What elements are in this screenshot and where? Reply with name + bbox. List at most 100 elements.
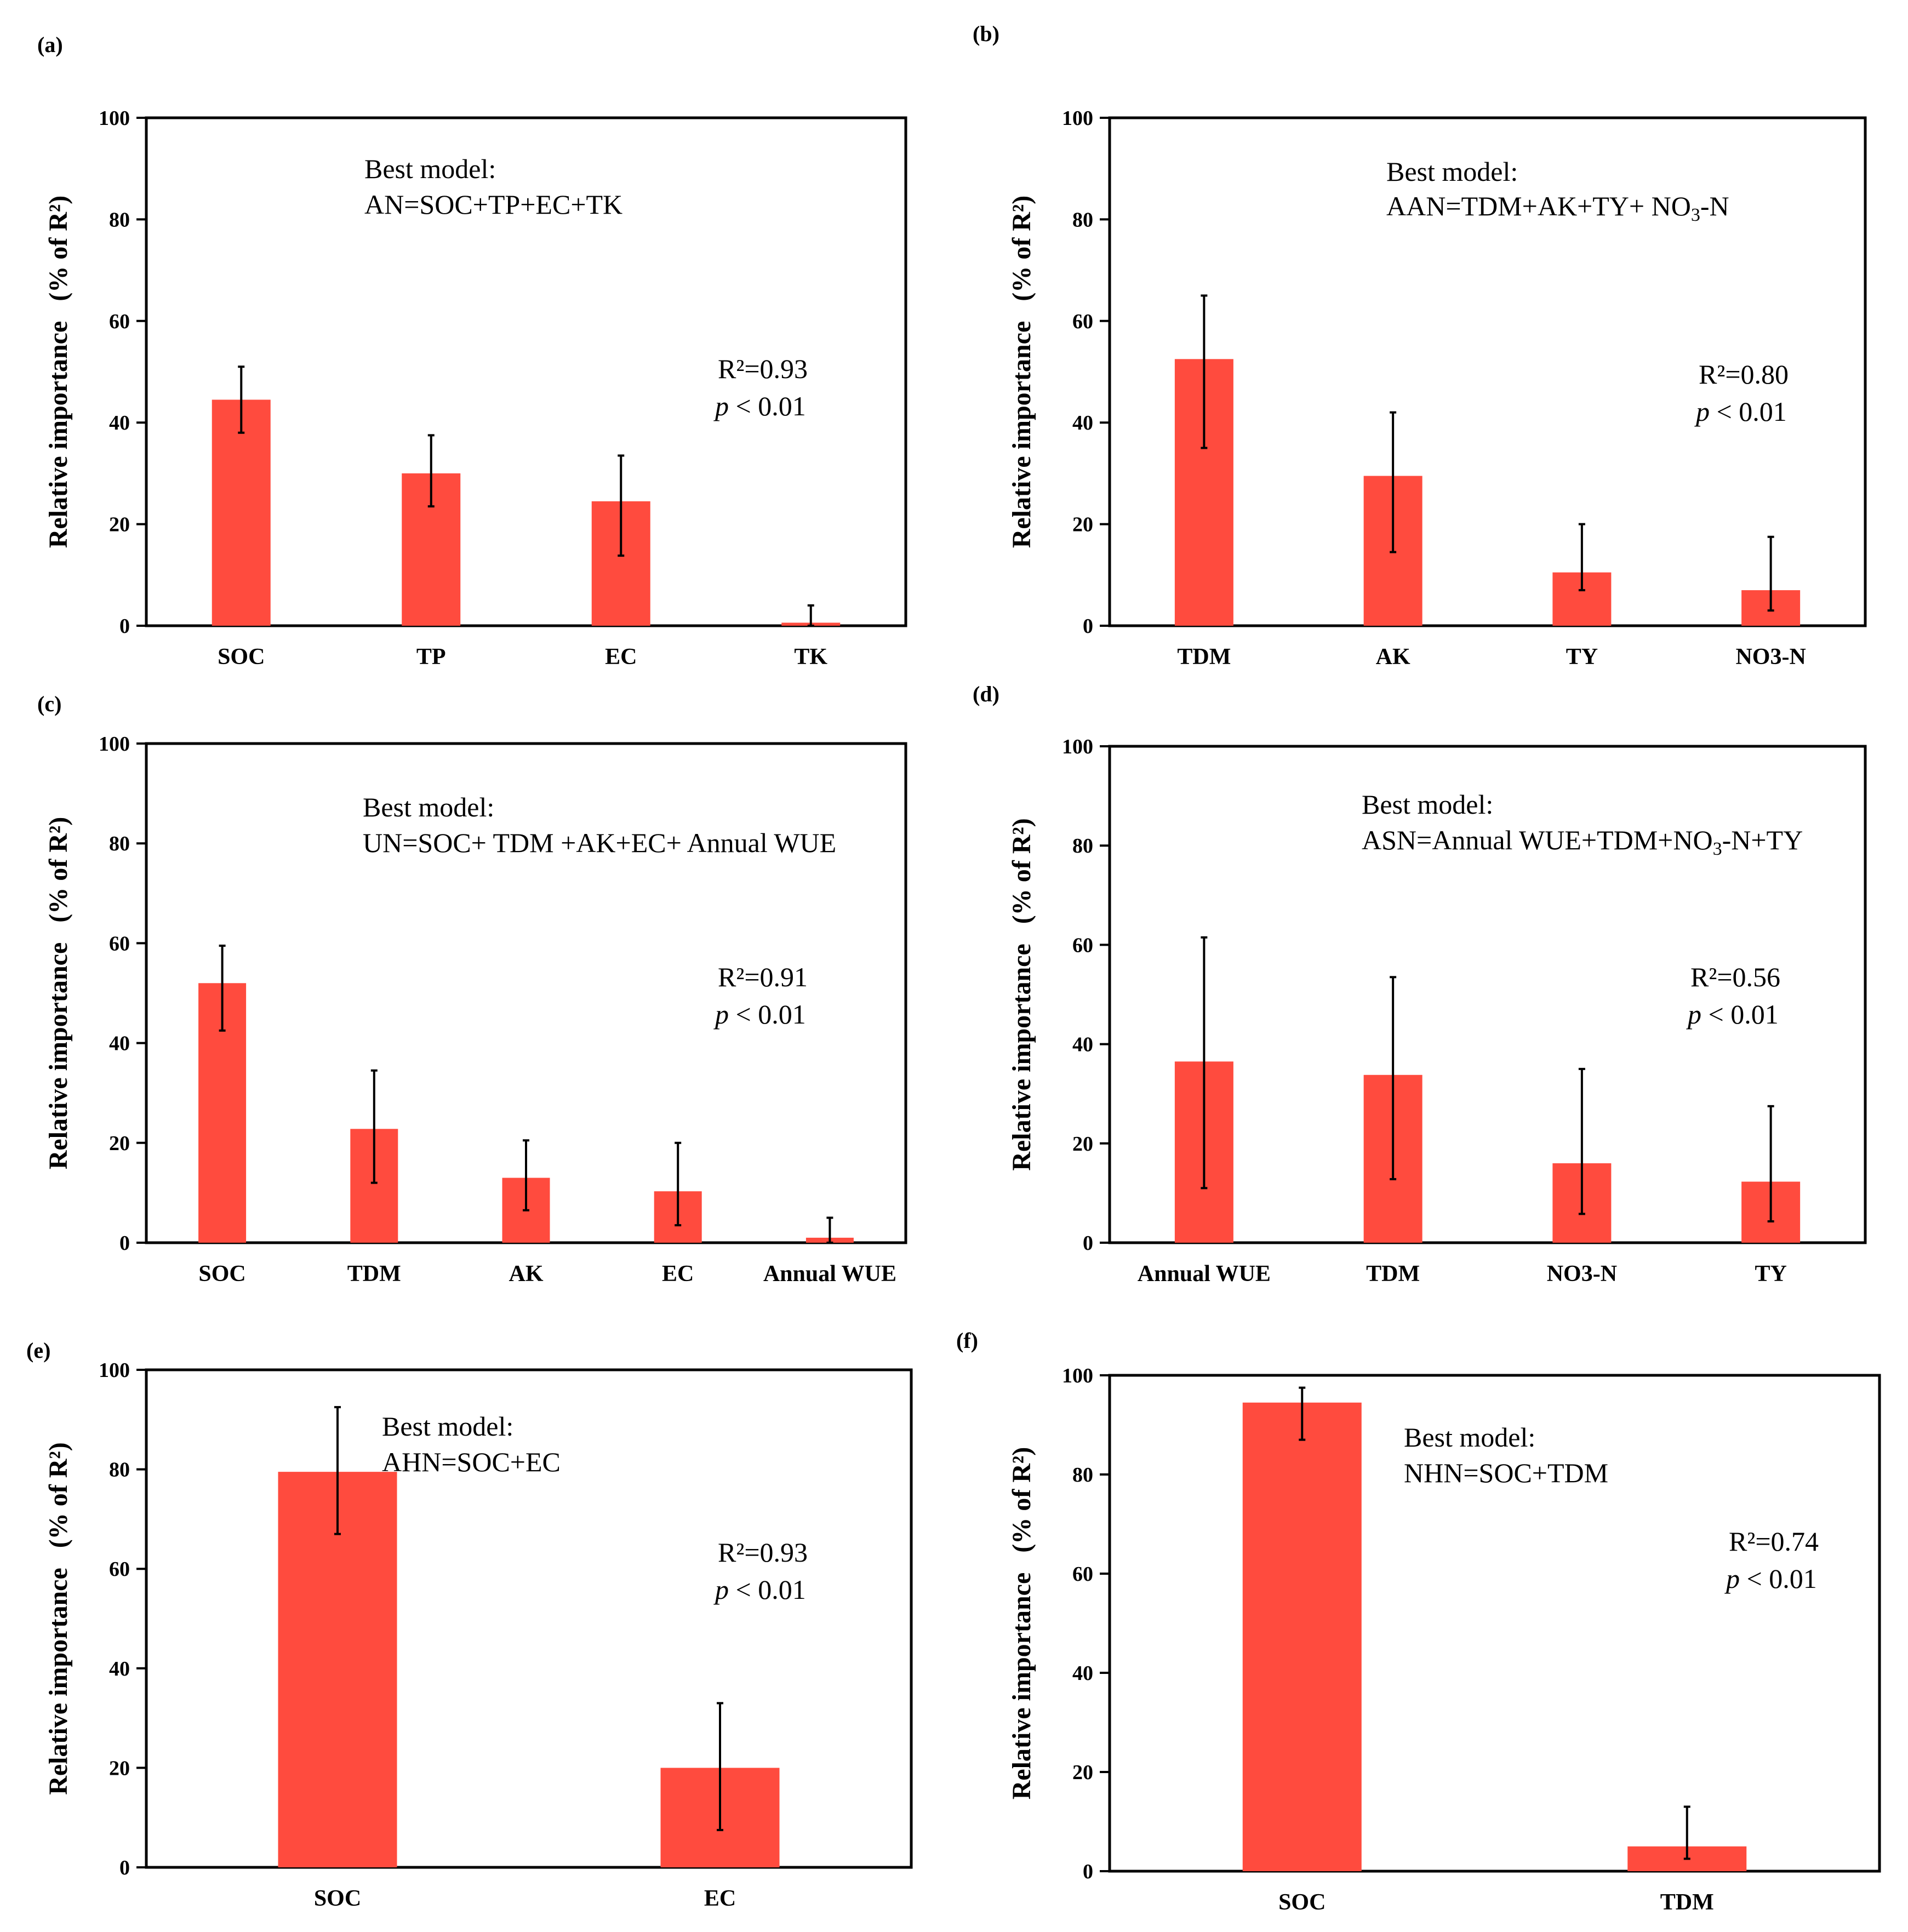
y-axis-label-main: Relative importance: [44, 1568, 73, 1795]
p-value-label: p < 0.01: [713, 391, 806, 421]
category-label: NO3-N: [1735, 644, 1806, 670]
category-label: TK: [794, 644, 827, 670]
p-symbol: p: [713, 391, 729, 421]
y-axis-label-main: Relative importance: [1007, 944, 1036, 1171]
category-label: EC: [605, 644, 637, 670]
y-tick-label: 80: [1072, 1464, 1093, 1487]
model-equation: AN=SOC+TP+EC+TK: [364, 189, 622, 220]
y-tick-label: 0: [119, 615, 130, 638]
equation-text: AHN=SOC+EC: [382, 1447, 561, 1477]
y-tick-label: 0: [119, 1856, 130, 1879]
y-tick-label: 40: [1072, 1033, 1093, 1056]
p-value-label: p < 0.01: [713, 999, 806, 1030]
p-value: < 0.01: [729, 1574, 806, 1605]
bar-soc: [1242, 1402, 1362, 1871]
p-symbol: p: [1686, 999, 1701, 1030]
category-label: SOC: [314, 1886, 361, 1911]
r-squared-label: R²=0.56: [1690, 962, 1780, 992]
p-value: < 0.01: [729, 999, 806, 1030]
equation-text: AN=SOC+TP+EC+TK: [364, 189, 622, 220]
p-symbol: p: [1724, 1563, 1740, 1594]
model-equation: AHN=SOC+EC: [382, 1447, 561, 1477]
y-axis-label-unit: (% of R²): [44, 196, 73, 301]
y-tick-label: 0: [119, 1232, 130, 1255]
category-label: NO3-N: [1547, 1261, 1617, 1287]
p-value-label: p < 0.01: [1694, 396, 1787, 427]
y-tick-label: 20: [109, 513, 130, 536]
y-axis-label-unit: (% of R²): [44, 1442, 73, 1548]
y-tick-label: 60: [109, 932, 130, 955]
y-tick-label: 0: [1083, 615, 1093, 638]
model-equation: UN=SOC+ TDM +AK+EC+ Annual WUE: [363, 827, 836, 858]
p-value-label: p < 0.01: [1724, 1563, 1817, 1594]
equation-subscript: 3: [1713, 839, 1722, 859]
model-equation: AAN=TDM+AK+TY+ NO3-N: [1386, 191, 1729, 225]
y-tick-label: 100: [1062, 107, 1093, 130]
category-label: SOC: [1278, 1890, 1326, 1915]
category-label: TY: [1755, 1261, 1786, 1287]
y-tick-label: 40: [1072, 1662, 1093, 1685]
bar-soc: [278, 1472, 397, 1867]
p-value-label: p < 0.01: [713, 1574, 806, 1605]
panel-label: (a): [37, 32, 63, 57]
y-tick-label: 20: [1072, 1761, 1093, 1784]
plot-frame: [145, 1368, 913, 1869]
y-axis-label: Relative importance (% of R²): [44, 196, 73, 548]
category-label: EC: [662, 1261, 694, 1287]
category-label: TDM: [1660, 1890, 1714, 1915]
p-value: < 0.01: [729, 391, 806, 421]
y-tick-label: 100: [99, 1359, 130, 1382]
panel-label: (c): [37, 691, 61, 716]
y-tick-label: 80: [1072, 208, 1093, 231]
model-title: Best model:: [1386, 156, 1518, 187]
model-equation: ASN=Annual WUE+TDM+NO3-N+TY: [1362, 825, 1803, 859]
panel-label: (d): [973, 682, 999, 706]
y-tick-label: 20: [109, 1757, 130, 1780]
p-symbol: p: [713, 1574, 729, 1605]
model-equation: NHN=SOC+TDM: [1404, 1457, 1608, 1488]
p-symbol: p: [713, 999, 729, 1030]
y-tick-label: 100: [99, 733, 130, 756]
chart-panel-c: (c) 0 20 40 60 80 100 Relative importance (% of …: [37, 691, 907, 1287]
y-tick-label: 100: [99, 107, 130, 130]
model-title: Best model:: [1404, 1422, 1535, 1453]
y-tick-label: 20: [109, 1132, 130, 1155]
r-squared-label: R²=0.93: [718, 353, 808, 384]
model-title: Best model:: [363, 792, 494, 822]
model-title: Best model:: [382, 1411, 513, 1442]
panel-label: (f): [956, 1328, 978, 1353]
bar-soc: [212, 399, 271, 626]
y-tick-label: 100: [1062, 1364, 1093, 1387]
plot-frame: [1108, 745, 1867, 1244]
plot-frame: [145, 116, 907, 627]
y-axis-label-unit: (% of R²): [44, 817, 73, 923]
p-value: < 0.01: [1740, 1563, 1817, 1594]
category-label: TDM: [1366, 1261, 1420, 1287]
y-axis-label: Relative importance (% of R²): [1007, 196, 1036, 548]
y-tick-label: 20: [1072, 1133, 1093, 1156]
equation-text: NHN=SOC+TDM: [1404, 1457, 1608, 1488]
y-axis-label: Relative importance (% of R²): [1007, 818, 1036, 1171]
category-label: TDM: [1177, 644, 1231, 670]
y-axis-label: Relative importance (% of R²): [44, 817, 73, 1170]
y-axis-label: Relative importance (% of R²): [44, 1442, 73, 1795]
model-title: Best model:: [1362, 789, 1493, 820]
y-tick-label: 0: [1083, 1860, 1093, 1883]
chart-panel-b: (b) 0 20 40 60 80 100 Relative importance (% of …: [973, 21, 1867, 670]
category-label: EC: [704, 1886, 736, 1911]
y-axis-label-unit: (% of R²): [1007, 196, 1036, 301]
category-label: AK: [509, 1261, 544, 1287]
y-tick-label: 80: [1072, 834, 1093, 858]
p-value-label: p < 0.01: [1686, 999, 1779, 1030]
y-tick-label: 80: [109, 1459, 130, 1482]
category-label: TY: [1566, 644, 1598, 670]
r-squared-label: R²=0.91: [718, 962, 808, 992]
panel-label: (b): [973, 21, 999, 46]
y-tick-label: 80: [109, 208, 130, 231]
category-label: Annual WUE: [763, 1261, 896, 1287]
y-tick-label: 40: [1072, 411, 1093, 435]
p-value: < 0.01: [1710, 396, 1787, 427]
chart-panel-d: (d) 0 20 40 60 80 100 Relative importance (% of …: [973, 682, 1867, 1287]
panel-label: (e): [26, 1338, 50, 1363]
